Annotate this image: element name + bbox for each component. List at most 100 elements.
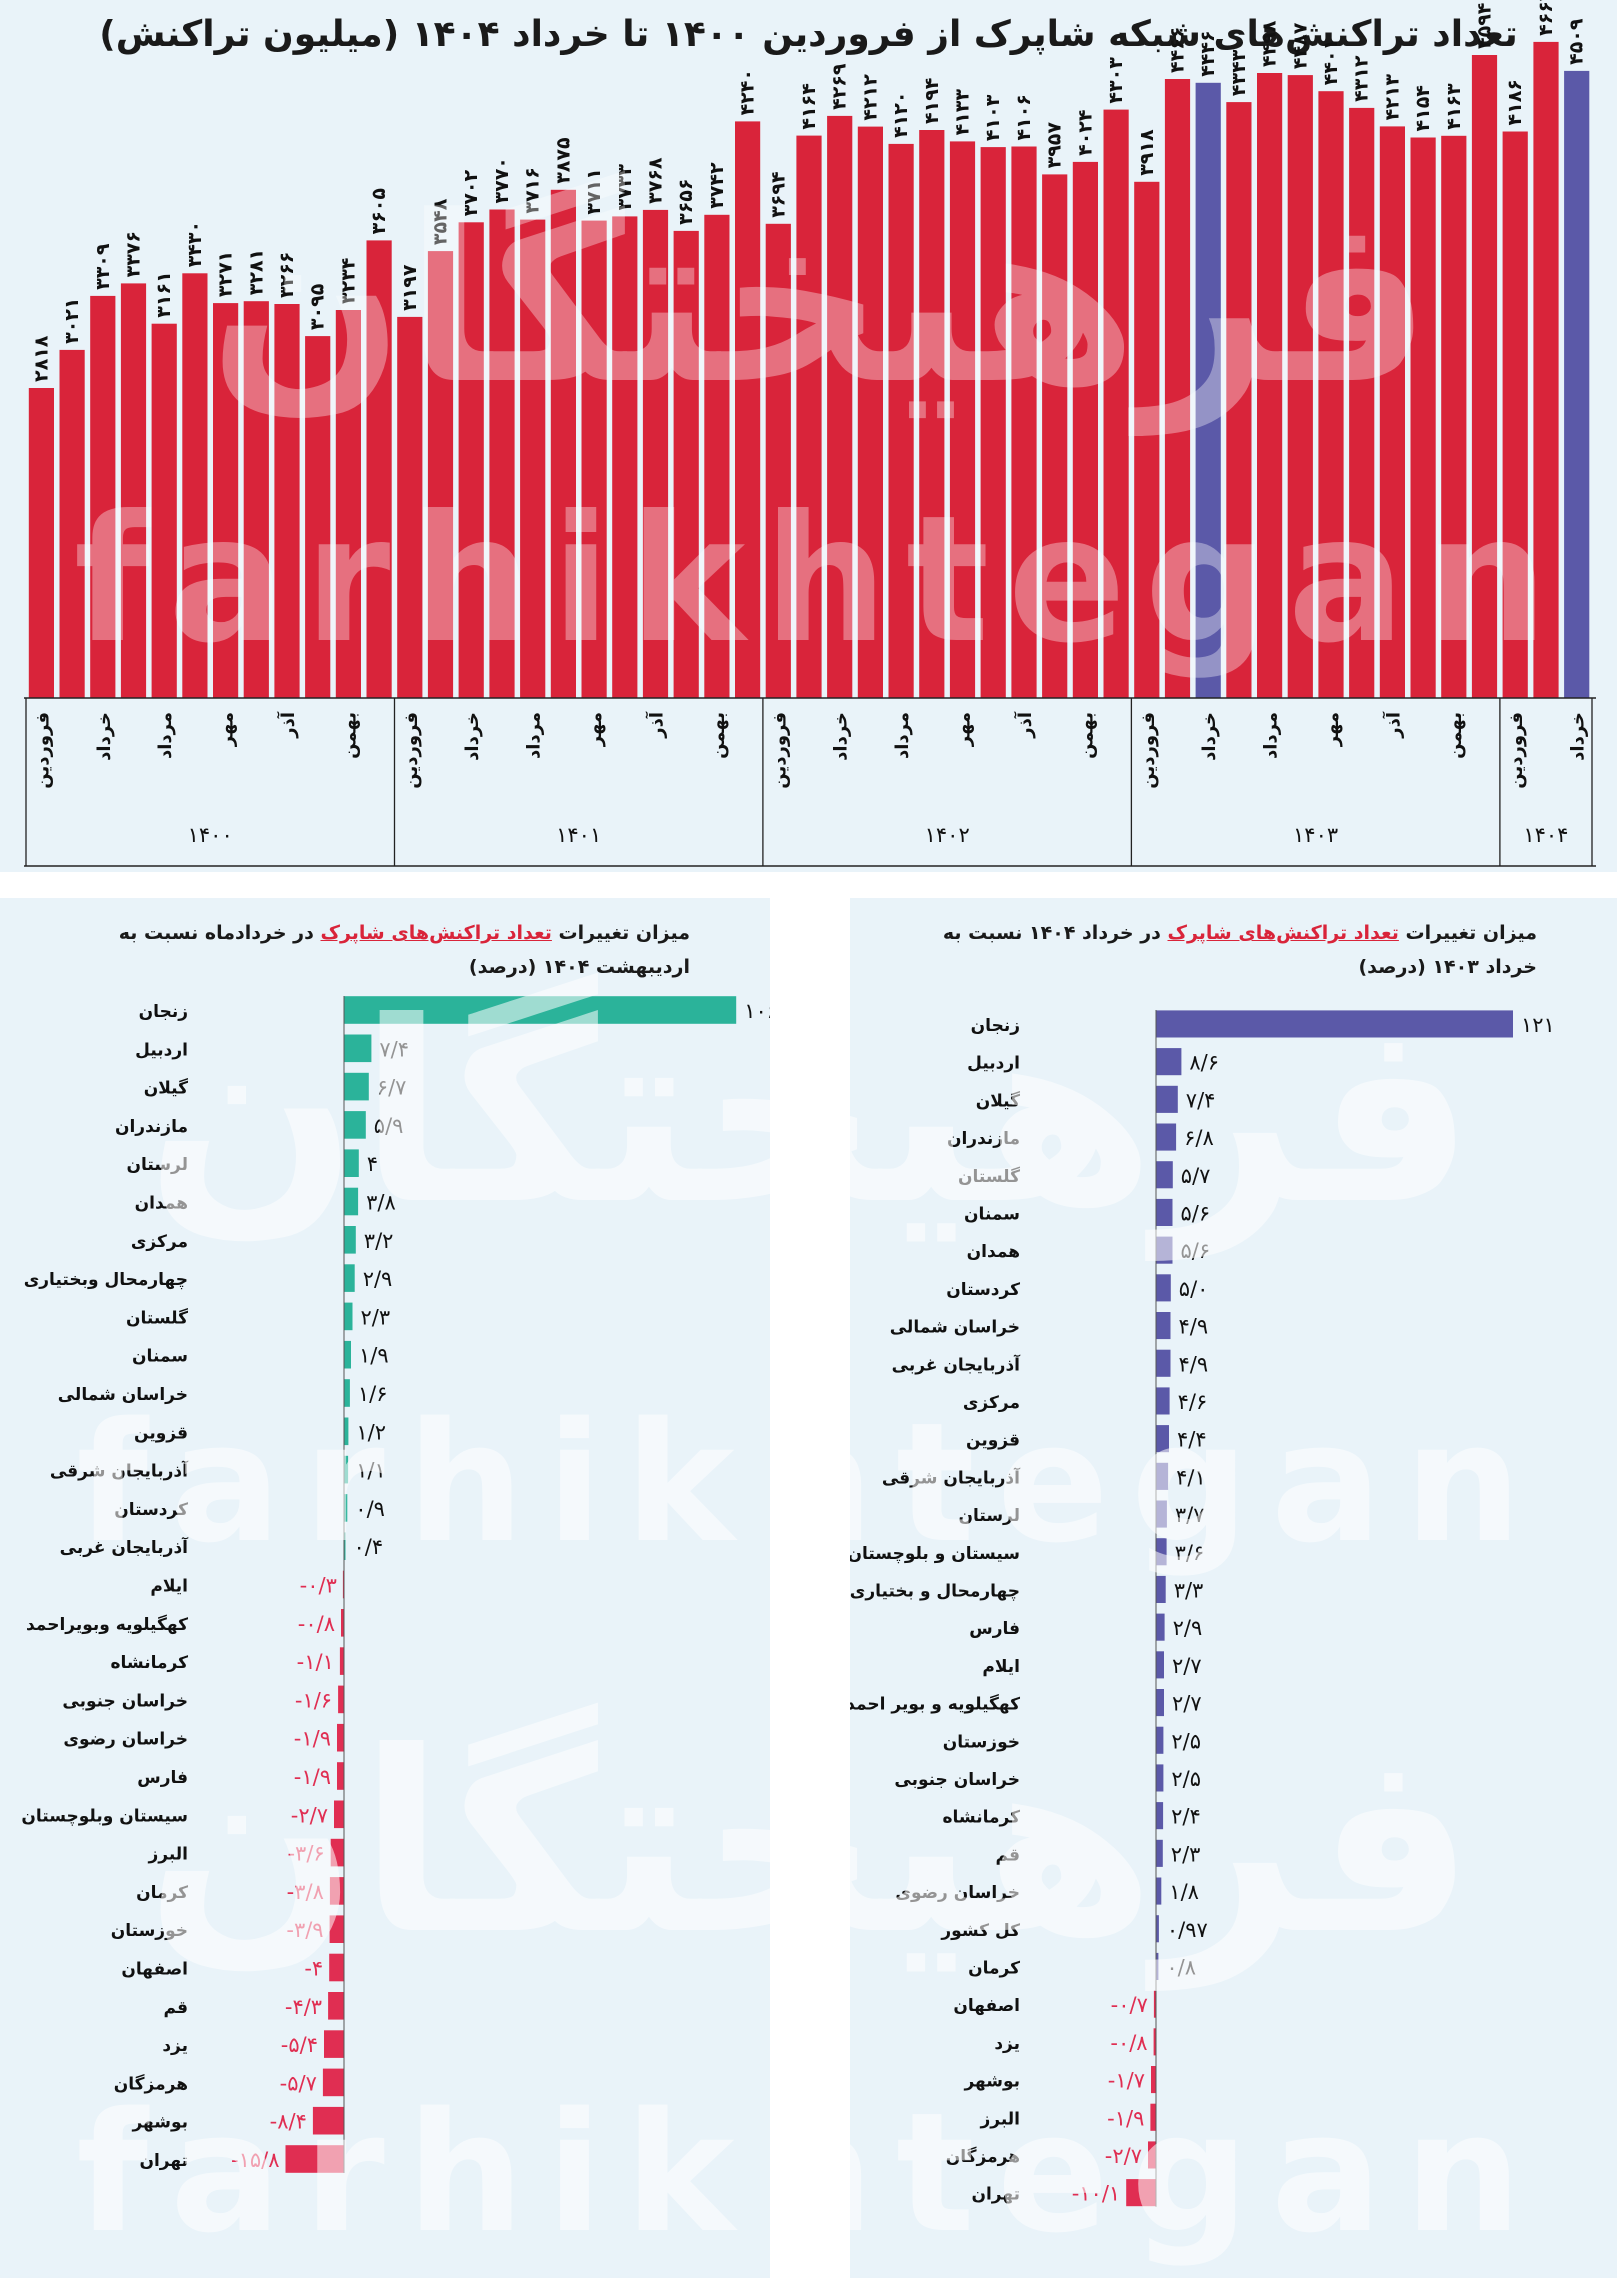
province-value-label: ۱۰۶ — [744, 999, 770, 1023]
month-label: فروردین — [32, 712, 53, 789]
province-bar — [1156, 1085, 1178, 1113]
province-bar — [324, 2030, 344, 2058]
province-bar — [334, 1800, 344, 1829]
province-label: مرکزی — [963, 1393, 1020, 1413]
month-label: مرداد — [1261, 712, 1282, 759]
month-bar — [1226, 102, 1252, 699]
province-value-label: ۰/۹۷ — [1167, 1918, 1208, 1942]
month-bar-label: ۴۵۰۹ — [1566, 18, 1588, 65]
province-value-label: ۳/۷ — [1175, 1503, 1205, 1527]
month-bar-label: ۴۱۰۶ — [1013, 94, 1035, 140]
month-bar — [59, 349, 85, 698]
province-value-label: ۳/۳ — [1174, 1579, 1204, 1603]
province-value-label: -۰/۸ — [1110, 2031, 1147, 2055]
month-bar — [1471, 55, 1498, 698]
month-label: خرداد — [462, 712, 483, 761]
province-label: خراسان رضوی — [63, 1730, 188, 1750]
province-label: سمنان — [132, 1347, 188, 1367]
month-bar — [520, 219, 546, 698]
province-bar — [344, 1187, 359, 1216]
province-value-label: ۵/۶ — [1181, 1239, 1211, 1263]
month-bar-label: ۴۴۶۶ — [1167, 27, 1189, 73]
province-value-label: ۲/۵ — [1171, 1729, 1201, 1753]
province-value-label: ۴/۹ — [1179, 1352, 1209, 1376]
province-label: لرستان — [958, 1506, 1020, 1526]
province-value-label: -۴/۳ — [285, 1995, 322, 2019]
month-bar — [274, 304, 300, 698]
province-label: خوزستان — [943, 1732, 1020, 1752]
province-bar — [329, 1915, 344, 1943]
month-bar-label: ۳۵۴۸ — [430, 198, 452, 245]
province-label: قم — [164, 1998, 188, 2018]
province-value-label: ۶/۷ — [377, 1076, 407, 1100]
province-value-label: -۵/۴ — [281, 2033, 318, 2057]
month-bar — [213, 303, 239, 698]
province-label: فارس — [137, 1768, 188, 1788]
month-bar — [673, 230, 699, 698]
month-bar — [1164, 79, 1191, 698]
province-value-label: -۱/۹ — [294, 1765, 331, 1789]
month-bar-label: ۴۳۴۳ — [1228, 49, 1250, 96]
province-label: کردستان — [946, 1280, 1020, 1300]
province-value-label: -۱/۶ — [295, 1688, 332, 1712]
province-bar — [344, 1494, 348, 1522]
province-label: کرمانشاه — [943, 1808, 1021, 1828]
province-label: اصفهان — [121, 1960, 188, 1980]
month-label: آذر — [1381, 711, 1404, 739]
province-label: گیلان — [976, 1090, 1020, 1111]
province-bar — [1156, 1802, 1164, 1830]
province-label: یزد — [994, 2034, 1020, 2054]
province-bar — [312, 2106, 344, 2135]
month-bar — [366, 240, 392, 698]
province-value-label: -۰/۸ — [298, 1612, 335, 1636]
province-label: خراسان جنوبی — [894, 1770, 1020, 1790]
province-label: خراسان شمالی — [58, 1385, 188, 1405]
left-title-highlight: تعداد تراکنش‌های شاپرک — [320, 922, 552, 944]
province-value-label: ۵/۶ — [1181, 1202, 1211, 1226]
province-bar — [344, 1226, 356, 1254]
left-title-line-2: اردیبهشت ۱۴۰۴ (درصد) — [468, 956, 690, 978]
month-bar-label: ۳۱۹۷ — [399, 264, 421, 311]
province-label: اردبیل — [135, 1040, 188, 1060]
province-value-label: ۰/۹ — [355, 1497, 385, 1521]
province-label: چهارمحال و بختیاری — [850, 1582, 1020, 1602]
province-bar — [322, 2068, 344, 2097]
month-bar — [1349, 107, 1375, 698]
month-bar — [1533, 41, 1559, 698]
month-label: مهر — [954, 712, 975, 747]
province-bar — [342, 1570, 344, 1599]
province-label: آذربایجان غربی — [892, 1353, 1021, 1375]
province-bar — [1156, 1764, 1164, 1792]
province-bar — [1150, 2103, 1156, 2131]
province-value-label: ۷/۴ — [1186, 1088, 1216, 1112]
province-label: خوزستان — [111, 1921, 188, 1941]
province-value-label: ۱/۱ — [356, 1459, 386, 1483]
month-bar — [1257, 73, 1283, 698]
province-label: کرمانشاه — [111, 1653, 189, 1673]
month-bar-label: ۳۲۸۱ — [245, 249, 267, 295]
province-label: گلستان — [126, 1307, 188, 1328]
province-value-label: ۰/۸ — [1166, 1956, 1196, 1980]
month-bar-label: ۳۱۶۱ — [153, 271, 175, 317]
province-bar — [1156, 1048, 1182, 1076]
month-bar-label: ۴۳۱۲ — [1351, 55, 1373, 102]
month-bar-label: ۳۷۱۱ — [583, 168, 605, 214]
month-bar — [397, 316, 423, 698]
province-label: گلستان — [958, 1166, 1020, 1187]
province-label: کردستان — [114, 1500, 188, 1520]
province-label: البرز — [147, 1845, 188, 1865]
province-bar — [285, 2145, 344, 2173]
monthly-transactions-chart: ۲۸۱۸ ۳۰۲۱ ۳۳۰۹ ۳۳۷۶ ۳۱۶۱ ۳۴۳۰ ۳۲۷۱ ۳۲۸۱ ۳۲۶۶ ۳۰۹۵… — [24, 0, 1596, 867]
month-bar-label: ۴۴۹۸ — [1259, 20, 1281, 67]
province-bar — [1153, 1990, 1156, 2018]
province-label: البرز — [979, 2109, 1020, 2129]
month-bar — [1042, 174, 1068, 698]
province-value-label: ۳/۶ — [1175, 1541, 1205, 1565]
province-value-label: ۴ — [367, 1152, 378, 1176]
month-bar — [550, 189, 576, 699]
month-bar-label: ۲۸۱۸ — [30, 335, 52, 382]
month-bar-label: ۳۷۶۸ — [645, 157, 667, 204]
month-bar-label: ۳۷۱۶ — [522, 167, 544, 213]
province-value-label: -۲/۷ — [291, 1803, 328, 1827]
month-bar-label: ۳۰۹۵ — [307, 283, 329, 330]
